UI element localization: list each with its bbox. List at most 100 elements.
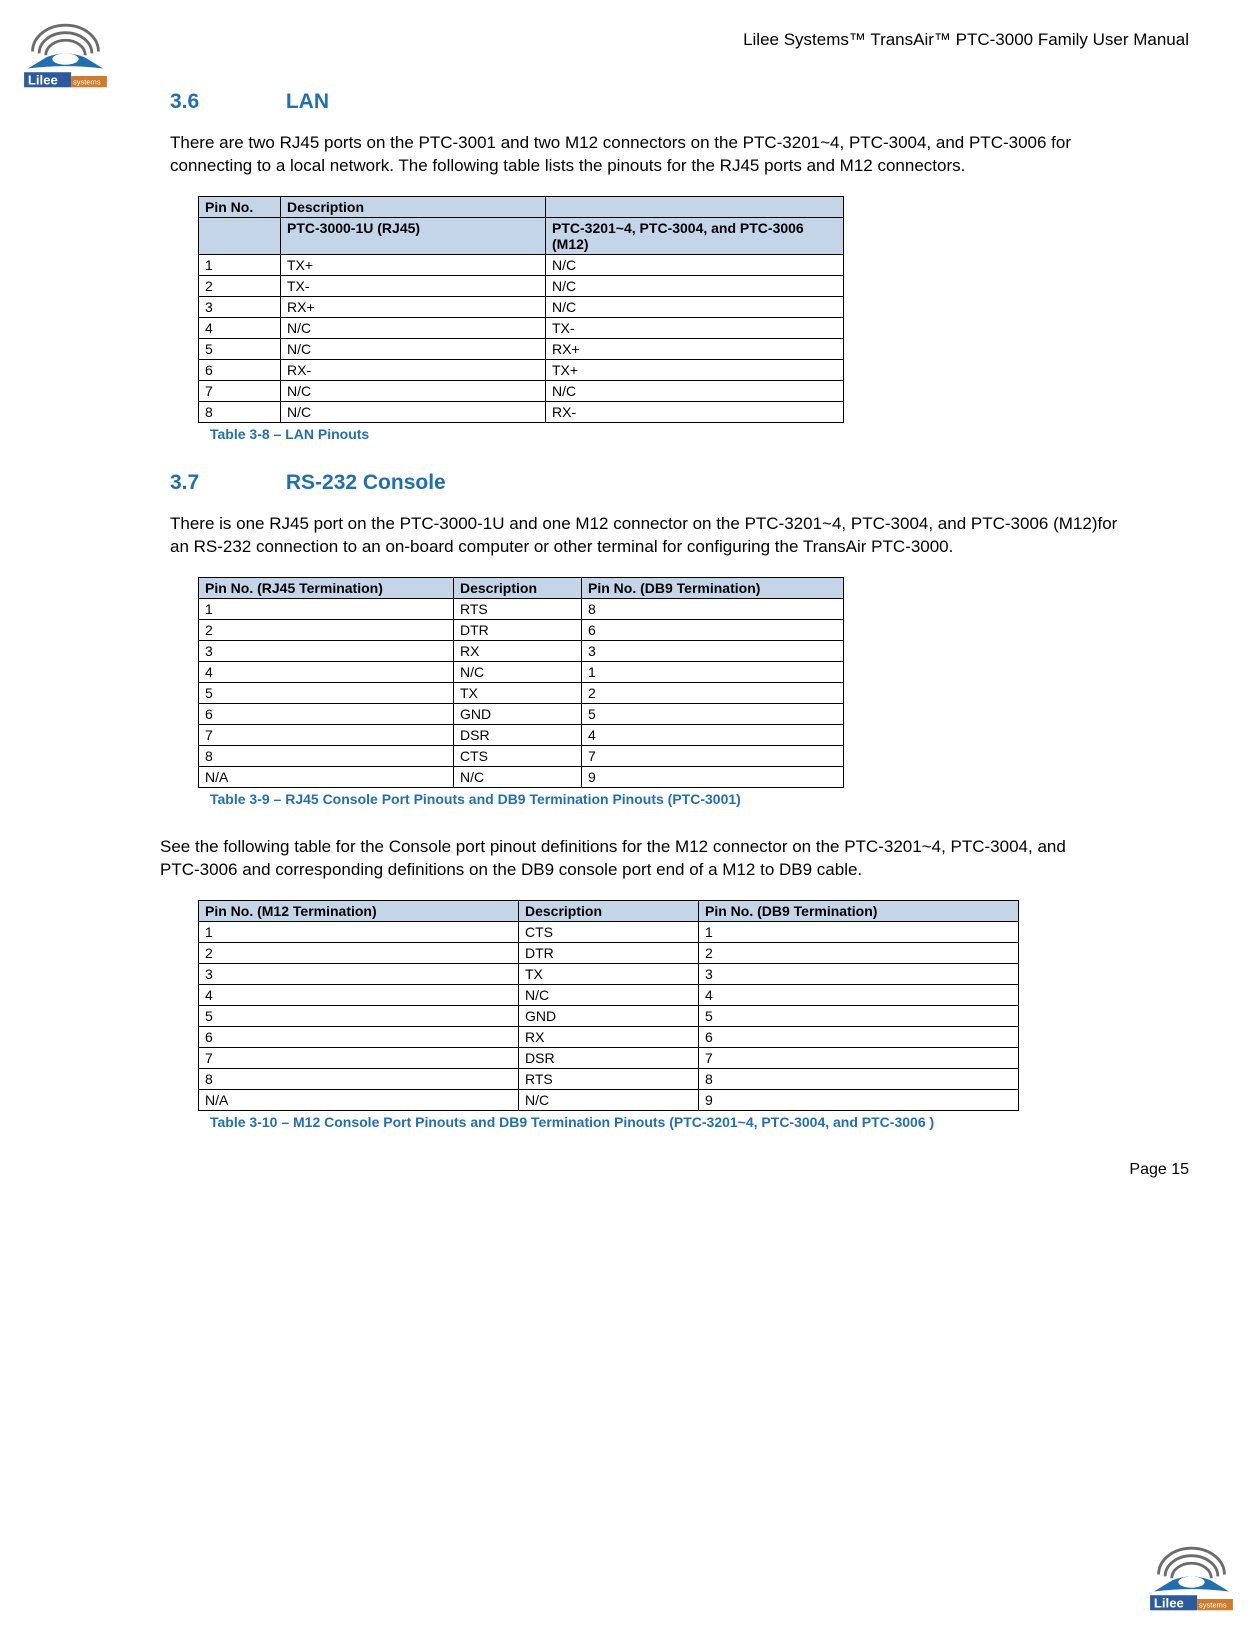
- table-cell: 7: [582, 745, 844, 766]
- table-caption-m12: Table 3-10 – M12 Console Port Pinouts an…: [210, 1113, 1080, 1131]
- table-caption-lan: Table 3-8 – LAN Pinouts: [210, 425, 1080, 443]
- table-row: 7DSR4: [199, 724, 844, 745]
- table-row: 5GND5: [199, 1006, 1019, 1027]
- table-cell: 3: [199, 296, 281, 317]
- table-cell: TX-: [281, 275, 546, 296]
- table-cell: 2: [199, 619, 454, 640]
- table-cell: 5: [199, 1006, 519, 1027]
- table-cell: 8: [699, 1069, 1019, 1090]
- table-cell: N/C: [546, 380, 844, 401]
- table-row: 8RTS8: [199, 1069, 1019, 1090]
- table-cell: 6: [199, 1027, 519, 1048]
- table-cell: 9: [582, 766, 844, 787]
- table-cell: N/A: [199, 1090, 519, 1111]
- table-row: 1CTS1: [199, 922, 1019, 943]
- header-title: Lilee Systems™ TransAir™ PTC-3000 Family…: [170, 30, 1197, 50]
- table-cell: 7: [199, 380, 281, 401]
- table-row: 8CTS7: [199, 745, 844, 766]
- col-header: Pin No. (RJ45 Termination): [199, 577, 454, 598]
- table-cell: TX+: [281, 254, 546, 275]
- col-subheader: PTC-3000-1U (RJ45): [281, 217, 546, 254]
- table-row: N/AN/C9: [199, 766, 844, 787]
- table-cell: 3: [199, 640, 454, 661]
- table-cell: N/C: [281, 401, 546, 422]
- table-cell: RTS: [454, 598, 582, 619]
- table-row: 6RX6: [199, 1027, 1019, 1048]
- table-row: 1TX+N/C: [199, 254, 844, 275]
- table-cell: GND: [454, 703, 582, 724]
- table-caption-rj45: Table 3-9 – RJ45 Console Port Pinouts an…: [210, 790, 1080, 808]
- table-cell: RX-: [281, 359, 546, 380]
- table-cell: 1: [699, 922, 1019, 943]
- table-rj45-console: Pin No. (RJ45 Termination)DescriptionPin…: [198, 577, 844, 788]
- table-cell: 8: [582, 598, 844, 619]
- table-cell: RX+: [281, 296, 546, 317]
- table-cell: N/C: [454, 766, 582, 787]
- table-cell: 3: [582, 640, 844, 661]
- table-cell: 5: [199, 338, 281, 359]
- col-header: Description: [281, 196, 546, 217]
- table-lan-pinouts: Pin No.DescriptionPTC-3000-1U (RJ45)PTC-…: [198, 196, 844, 423]
- table-cell: TX+: [546, 359, 844, 380]
- table-cell: RTS: [519, 1069, 699, 1090]
- svg-text:systems: systems: [73, 77, 101, 86]
- page-number: Page 15: [170, 1161, 1197, 1179]
- table-cell: DSR: [519, 1048, 699, 1069]
- brand-logo-bottom: Lilee systems: [1144, 1535, 1239, 1615]
- table-cell: DSR: [454, 724, 582, 745]
- table-cell: RX: [519, 1027, 699, 1048]
- table-cell: 4: [199, 317, 281, 338]
- section-rs232-paragraph: There is one RJ45 port on the PTC-3000-1…: [170, 513, 1120, 559]
- table-cell: N/A: [199, 766, 454, 787]
- table-cell: 1: [199, 598, 454, 619]
- table-row: 3RX+N/C: [199, 296, 844, 317]
- table-row: 6RX-TX+: [199, 359, 844, 380]
- table-cell: TX: [519, 964, 699, 985]
- table-cell: 8: [199, 1069, 519, 1090]
- table-cell: 5: [199, 682, 454, 703]
- table-row: 4N/C1: [199, 661, 844, 682]
- table-cell: DTR: [454, 619, 582, 640]
- col-subheader: [199, 217, 281, 254]
- table-cell: 4: [582, 724, 844, 745]
- table-cell: CTS: [454, 745, 582, 766]
- table-cell: 8: [199, 401, 281, 422]
- table-cell: 6: [699, 1027, 1019, 1048]
- table-cell: 7: [199, 724, 454, 745]
- table-row: 7DSR7: [199, 1048, 1019, 1069]
- table-cell: 1: [199, 922, 519, 943]
- col-header: Pin No. (DB9 Termination): [699, 901, 1019, 922]
- table-cell: 5: [699, 1006, 1019, 1027]
- section-title: RS-232 Console: [286, 471, 446, 494]
- table-m12-console: Pin No. (M12 Termination)DescriptionPin …: [198, 900, 1019, 1111]
- table-cell: 8: [199, 745, 454, 766]
- table-cell: CTS: [519, 922, 699, 943]
- svg-text:Lilee: Lilee: [1154, 1595, 1184, 1610]
- table-cell: 5: [582, 703, 844, 724]
- table-row: 4N/CTX-: [199, 317, 844, 338]
- table-cell: TX: [454, 682, 582, 703]
- section-heading-rs232: 3.7 RS-232 Console: [170, 471, 1197, 495]
- table-cell: N/C: [281, 317, 546, 338]
- section-title: LAN: [286, 90, 329, 113]
- table-row: 6GND5: [199, 703, 844, 724]
- table-cell: N/C: [546, 296, 844, 317]
- table-cell: N/C: [519, 1090, 699, 1111]
- table-cell: N/C: [281, 338, 546, 359]
- table-cell: 4: [199, 661, 454, 682]
- section-lan-paragraph: There are two RJ45 ports on the PTC-3001…: [170, 132, 1120, 178]
- section-number: 3.7: [170, 471, 280, 495]
- table-cell: 2: [582, 682, 844, 703]
- section-number: 3.6: [170, 90, 280, 114]
- table-row: 1RTS8: [199, 598, 844, 619]
- table-cell: 6: [582, 619, 844, 640]
- table-cell: RX+: [546, 338, 844, 359]
- table-cell: N/C: [546, 275, 844, 296]
- col-header: Pin No.: [199, 196, 281, 217]
- page: Lilee systems Lilee Systems™ TransAir™ P…: [0, 0, 1257, 1627]
- col-subheader: PTC-3201~4, PTC-3004, and PTC-3006 (M12): [546, 217, 844, 254]
- table-cell: N/C: [546, 254, 844, 275]
- table-cell: 4: [699, 985, 1019, 1006]
- col-header: Pin No. (M12 Termination): [199, 901, 519, 922]
- table-row: 2DTR2: [199, 943, 1019, 964]
